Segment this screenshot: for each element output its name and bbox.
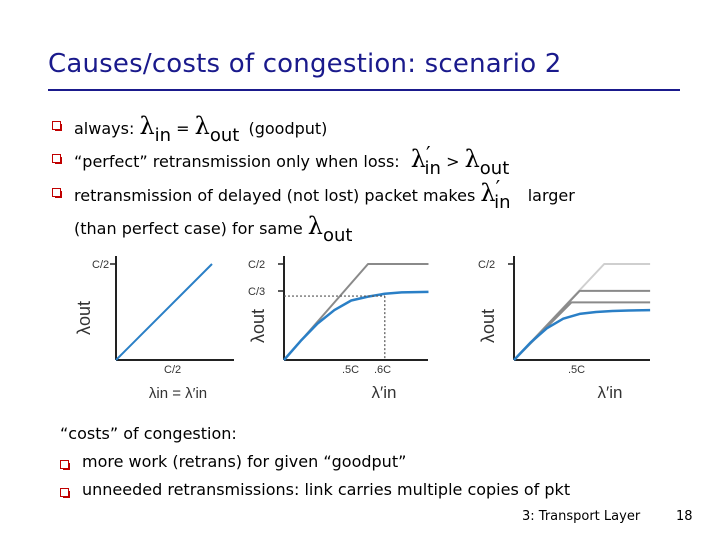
series-line xyxy=(513,263,651,361)
bullet-perfect-retransmission: “perfect” retransmission only when loss:… xyxy=(74,142,509,179)
subscript-out: out xyxy=(322,225,353,246)
bullet-text: larger xyxy=(527,186,575,205)
lambda-symbol: λ xyxy=(307,212,323,240)
y-axis-label: λout xyxy=(478,309,498,343)
slide-title: Causes/costs of congestion: scenario 2 xyxy=(48,49,562,79)
series-line xyxy=(513,308,651,361)
costs-heading: “costs” of congestion: xyxy=(60,424,237,443)
y-tick-label: C/2 xyxy=(248,259,265,271)
bullet-text: (than perfect case) for same xyxy=(74,219,303,238)
y-axis-label: λout xyxy=(74,301,94,335)
bullet-marker xyxy=(52,154,62,164)
bullet-text: always: xyxy=(74,119,135,138)
subscript-in: in xyxy=(154,125,172,146)
series-line xyxy=(115,263,213,361)
x-tick-label: .5C xyxy=(342,364,359,376)
lambda-symbol: λ xyxy=(410,145,426,173)
bullet-marker xyxy=(52,188,62,198)
series-line xyxy=(283,290,429,361)
equals-sign: = xyxy=(176,119,190,138)
bullet-always: always: λin = λout (goodput) xyxy=(74,112,328,146)
lambda-symbol: λ xyxy=(464,145,480,173)
x-axis-label: λ′in xyxy=(598,383,623,402)
bullet-marker xyxy=(60,460,70,470)
subscript-out: out xyxy=(209,125,240,146)
bullet-delayed-packet: retransmission of delayed (not lost) pac… xyxy=(74,176,575,213)
series-line xyxy=(283,263,429,361)
chart-delayed: C/2 C/3 .5C .6C λout λ′in xyxy=(248,256,429,402)
y-tick-label: C/3 xyxy=(248,286,265,298)
y-tick-label: C/2 xyxy=(92,259,109,271)
bullet-continuation: (than perfect case) for same λout xyxy=(74,212,352,246)
subscript-out: out xyxy=(479,158,510,179)
x-tick-label: .5C xyxy=(568,364,585,376)
bullet-text: retransmission of delayed (not lost) pac… xyxy=(74,186,476,205)
lambda-symbol: λ xyxy=(480,179,496,207)
chart-unneeded: C/2 .5C λout λ′in xyxy=(478,256,651,402)
prime-mark: ′ xyxy=(495,176,501,200)
x-tick-label: C/2 xyxy=(164,364,181,376)
costs-item-1: more work (retrans) for given “goodput” xyxy=(82,452,407,471)
greater-than-sign: > xyxy=(446,152,460,171)
y-tick-label: C/2 xyxy=(478,259,495,271)
x-tick-label: .6C xyxy=(374,364,391,376)
title-underline xyxy=(48,89,680,91)
bullet-marker xyxy=(52,121,62,131)
subscript-in: in xyxy=(424,158,441,179)
lambda-symbol: λ xyxy=(194,112,210,140)
footer-label: 3: Transport Layer xyxy=(522,509,641,524)
bullet-text: (goodput) xyxy=(248,119,328,138)
series-line xyxy=(513,289,651,361)
x-axis-label: λin = λ′in xyxy=(149,385,207,402)
x-axis-label: λ′in xyxy=(372,383,397,402)
prime-mark: ′ xyxy=(426,142,431,166)
lambda-symbol: λ xyxy=(139,112,155,140)
bullet-text: “perfect” retransmission only when loss: xyxy=(74,152,400,171)
chart-perfect: C/2 C/2 λout λin = λ′in xyxy=(74,256,234,402)
bullet-marker xyxy=(60,488,70,498)
costs-item-2: unneeded retransmissions: link carries m… xyxy=(82,480,571,499)
y-axis-label: λout xyxy=(248,309,268,343)
page-number: 18 xyxy=(676,509,693,524)
subscript-in: in xyxy=(494,192,511,213)
